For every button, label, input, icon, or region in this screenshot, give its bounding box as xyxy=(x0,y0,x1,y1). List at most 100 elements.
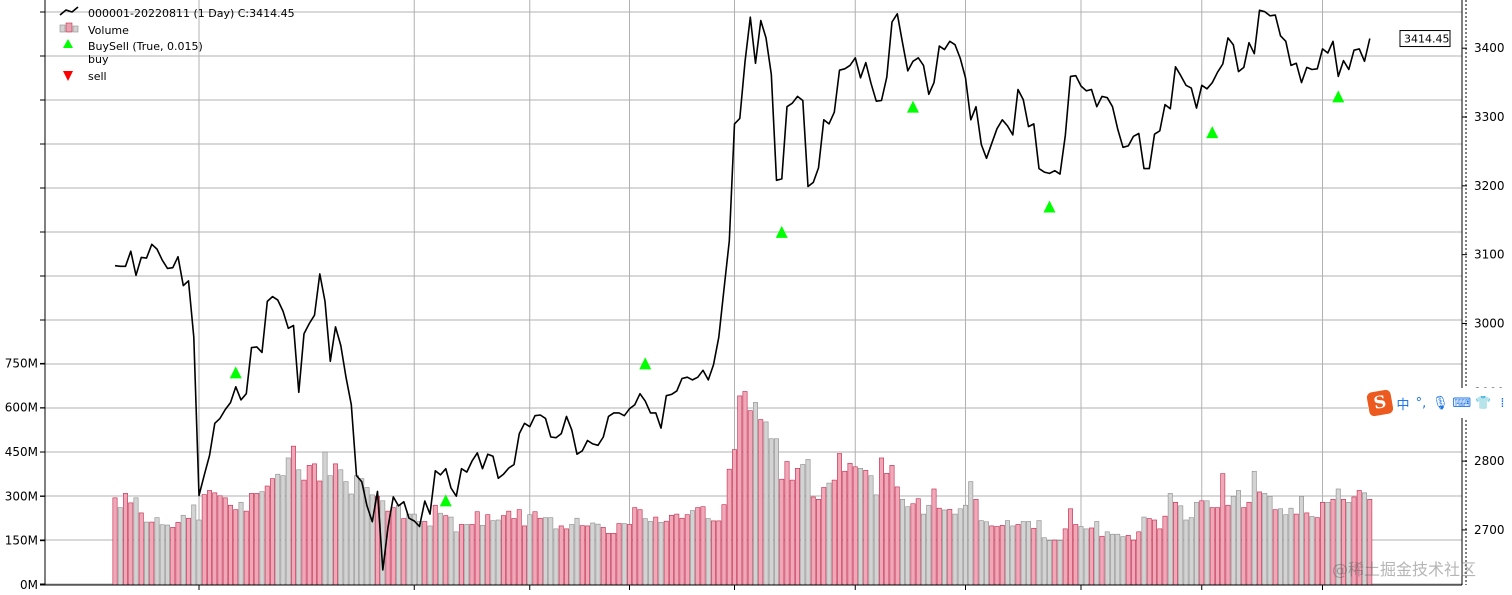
volume-bar xyxy=(1183,519,1189,586)
volume-bar xyxy=(1073,524,1079,586)
volume-bar xyxy=(180,514,186,586)
volume-bar xyxy=(338,469,344,586)
last-price-box xyxy=(1399,30,1451,48)
volume-bar xyxy=(259,491,265,586)
volume-bar xyxy=(1293,513,1299,586)
volume-bar xyxy=(569,524,575,586)
volume-bar xyxy=(978,520,984,586)
volume-bar xyxy=(1131,539,1136,586)
ime-logo[interactable]: S xyxy=(1366,389,1394,417)
volume-bar xyxy=(616,523,622,586)
volume-bar xyxy=(1120,536,1126,586)
volume-bar xyxy=(1026,521,1031,586)
volume-bar xyxy=(264,485,270,586)
volume-bar xyxy=(627,524,632,586)
volume-bar xyxy=(936,507,942,586)
volume-bar xyxy=(763,421,769,586)
volume-bar xyxy=(548,517,554,586)
volume-bar xyxy=(1110,533,1115,586)
volume-bar xyxy=(1041,537,1047,586)
volume-bar xyxy=(154,517,160,586)
volume-bar xyxy=(1309,516,1315,586)
volume-tick-label: 450M xyxy=(5,445,38,459)
price-tick-label: 3100 xyxy=(1474,248,1505,262)
volume-bar xyxy=(396,504,401,586)
volume-bar xyxy=(427,525,433,586)
volume-bar xyxy=(947,509,953,586)
last-price-label: 3414.45 xyxy=(1404,33,1450,46)
volume-bar xyxy=(732,449,737,586)
volume-bar xyxy=(816,499,821,586)
volume-bar xyxy=(973,499,979,586)
volume-bar xyxy=(343,481,349,586)
keyboard-icon[interactable]: ⌨ xyxy=(1452,395,1472,411)
volume-bar xyxy=(653,516,659,586)
volume-bar xyxy=(831,479,837,586)
volume-bar xyxy=(658,522,664,586)
volume-bar xyxy=(464,524,470,586)
volume-bar xyxy=(894,486,900,586)
volume-bar xyxy=(900,499,905,586)
volume-bar xyxy=(285,457,291,586)
price-tick-label: 3300 xyxy=(1474,110,1505,124)
volume-bar xyxy=(1078,526,1084,586)
ime-mode-toggle[interactable]: 中 xyxy=(1396,397,1410,413)
volume-bar xyxy=(501,515,506,586)
volume-bar xyxy=(768,438,774,586)
buy-marker xyxy=(639,357,652,370)
microphone-icon[interactable]: 🎙 xyxy=(1432,395,1449,411)
volume-bar xyxy=(495,519,501,586)
volume-bars xyxy=(112,391,1373,586)
volume-bar xyxy=(1257,491,1262,586)
price-tick-label: 3000 xyxy=(1474,316,1505,330)
volume-bar xyxy=(1162,515,1168,586)
volume-bar xyxy=(1288,507,1294,586)
volume-bar xyxy=(511,518,517,586)
volume-bar xyxy=(270,478,275,586)
buy-marker xyxy=(1206,126,1219,139)
volume-bar xyxy=(826,482,832,586)
volume-bar xyxy=(700,506,706,586)
volume-bar xyxy=(149,521,155,586)
volume-bar xyxy=(411,513,417,586)
price-line xyxy=(114,9,1371,571)
volume-bar xyxy=(716,520,722,586)
volume-bar xyxy=(133,497,139,586)
volume-bar xyxy=(485,514,491,586)
volume-bar xyxy=(1314,517,1320,586)
volume-bar xyxy=(1062,528,1068,586)
volume-bar xyxy=(417,521,422,586)
volume-bar xyxy=(322,451,328,586)
volume-bar xyxy=(642,518,648,586)
ime-toolbar[interactable]: S 中 °, 🎙 ⌨ 👕 ⁞ xyxy=(1366,388,1512,418)
volume-bar xyxy=(1068,508,1073,586)
volume-bar xyxy=(558,525,564,586)
grid-icon[interactable]: ⁞ xyxy=(1500,395,1505,411)
volume-bar xyxy=(138,512,144,586)
volume-bar xyxy=(690,510,695,586)
volume-bar xyxy=(942,509,947,586)
volume-bar xyxy=(711,520,716,586)
volume-bar xyxy=(249,493,254,586)
volume-bar xyxy=(196,519,202,586)
volume-bar xyxy=(243,510,249,586)
legend-line-icon xyxy=(59,6,79,16)
volume-bar xyxy=(212,492,218,586)
price-line-group xyxy=(114,9,1371,571)
volume-bar xyxy=(1251,470,1257,586)
punctuation-toggle[interactable]: °, xyxy=(1415,395,1427,411)
volume-bar xyxy=(879,457,884,586)
skin-icon[interactable]: 👕 xyxy=(1475,395,1492,411)
volume-bar xyxy=(910,503,916,586)
volume-bar xyxy=(144,521,149,586)
volume-bar xyxy=(1278,508,1283,586)
volume-bar xyxy=(459,524,464,586)
legend-label: BuySell (True, 0.015) xyxy=(88,40,203,53)
volume-bar xyxy=(1020,521,1026,586)
volume-bar xyxy=(191,504,197,586)
volume-bar xyxy=(574,517,580,586)
volume-bar xyxy=(480,525,485,586)
volume-bar xyxy=(1094,521,1100,586)
volume-bar xyxy=(506,510,512,586)
